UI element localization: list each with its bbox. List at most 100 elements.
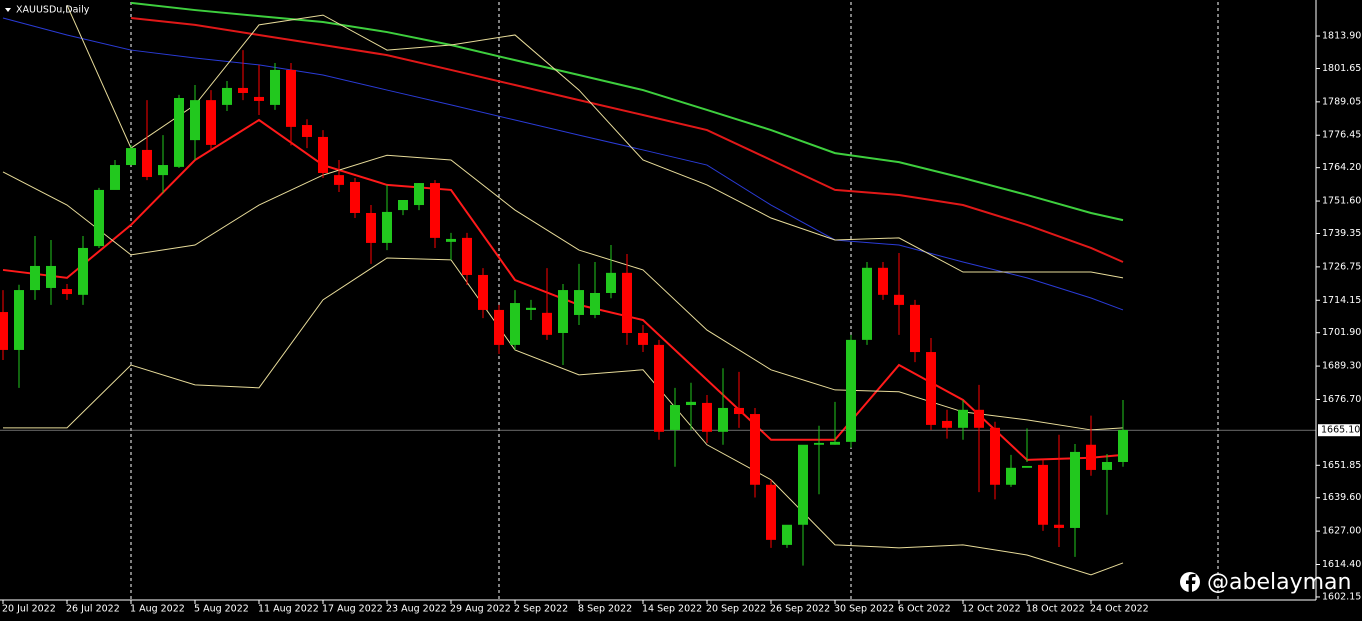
watermark: @abelayman [1180, 570, 1351, 595]
candle-body [974, 409, 984, 428]
y-tick-label: 1602.15 [1322, 591, 1361, 602]
candle-body [670, 405, 680, 430]
candle-body [238, 87, 248, 93]
indicator-line [2, 17, 1124, 311]
x-tick-label: 12 Oct 2022 [962, 604, 1021, 615]
candle-body [686, 401, 696, 406]
watermark-text: @abelayman [1207, 570, 1351, 595]
y-tick-label: 1789.05 [1322, 96, 1361, 107]
candle-body [526, 307, 536, 310]
candle-body [334, 175, 344, 185]
candle-body [0, 312, 8, 350]
y-tick-label: 1739.35 [1322, 228, 1361, 239]
candle-body [110, 165, 120, 190]
x-tick-label: 6 Oct 2022 [898, 604, 951, 615]
candle-body [814, 442, 824, 445]
indicator-line [66, 4, 1124, 279]
candle-body [398, 200, 408, 211]
candle-body [446, 238, 456, 242]
indicator-line [3, 257, 1124, 576]
candle-body [414, 183, 424, 206]
candle-body [718, 407, 728, 432]
candle-body [1070, 451, 1080, 528]
x-tick-label: 30 Sep 2022 [834, 604, 894, 615]
y-tick-label: 1714.15 [1322, 295, 1361, 306]
candle-body [590, 292, 600, 315]
y-tick-label: 1651.85 [1322, 460, 1361, 471]
candle-body [1118, 429, 1128, 462]
x-tick-label: 11 Aug 2022 [258, 604, 319, 615]
candle-body [62, 289, 72, 295]
y-tick-label: 1801.65 [1322, 63, 1361, 74]
candle-body [1102, 461, 1112, 470]
x-tick-label: 23 Aug 2022 [386, 604, 447, 615]
y-tick-label: 1701.90 [1322, 327, 1361, 338]
candle-body [462, 237, 472, 275]
candle-body [622, 272, 632, 333]
candle-body [30, 265, 40, 291]
y-tick-label: 1676.70 [1322, 394, 1361, 405]
candle-body [222, 87, 232, 105]
candle-body [878, 267, 888, 295]
candle-body [606, 272, 616, 293]
facebook-glyph [1186, 574, 1196, 592]
candle-body [382, 211, 392, 243]
candle-body [638, 332, 648, 345]
y-tick-label: 1764.20 [1322, 162, 1361, 173]
symbol-menu-arrow [5, 8, 11, 12]
candle-body [558, 290, 568, 333]
candle-body [894, 294, 904, 305]
candle-body [958, 409, 968, 428]
x-tick-label: 2 Sep 2022 [514, 604, 568, 615]
y-tick-label: 1639.60 [1322, 492, 1361, 503]
candle-body [158, 165, 168, 176]
last-price-label: 1665.10 [1321, 425, 1360, 436]
candle-body [510, 303, 520, 345]
y-tick-label: 1776.45 [1322, 130, 1361, 141]
candle-body [94, 189, 104, 247]
candle-body [494, 309, 504, 345]
candle-body [254, 96, 264, 101]
candle-body [942, 420, 952, 428]
candle-body [430, 183, 440, 238]
x-tick-label: 29 Aug 2022 [450, 604, 511, 615]
candle-body [654, 344, 664, 432]
candle-body [1022, 465, 1032, 468]
candle-body [782, 524, 792, 545]
candle-body [926, 352, 936, 425]
candle-body [798, 444, 808, 525]
y-tick-label: 1751.60 [1322, 196, 1361, 207]
candle-body [1006, 467, 1016, 485]
candle-body [990, 427, 1000, 485]
x-tick-label: 14 Sep 2022 [642, 604, 702, 615]
y-tick-label: 1813.90 [1322, 31, 1361, 42]
candle-body [126, 148, 136, 166]
candle-body [14, 290, 24, 350]
candle-body [46, 265, 56, 288]
candle-body [302, 125, 312, 137]
y-tick-label: 1627.00 [1322, 526, 1361, 537]
candle-body [350, 181, 360, 213]
x-tick-label: 20 Sep 2022 [706, 604, 766, 615]
candle-body [830, 441, 840, 445]
candle-body [78, 247, 88, 295]
last-price-box [1318, 424, 1360, 437]
indicator-line [130, 17, 1124, 263]
candle-body [1086, 444, 1096, 470]
x-tick-label: 5 Aug 2022 [194, 604, 249, 615]
x-tick-label: 24 Oct 2022 [1090, 604, 1149, 615]
x-tick-label: 8 Sep 2022 [578, 604, 632, 615]
x-tick-label: 18 Oct 2022 [1026, 604, 1085, 615]
plot-area [0, 1, 1316, 576]
candle-body [702, 402, 712, 432]
y-tick-label: 1726.75 [1322, 261, 1361, 272]
candle-body [1054, 524, 1064, 528]
x-tick-label: 26 Jul 2022 [66, 604, 120, 615]
x-tick-label: 1 Aug 2022 [130, 604, 185, 615]
x-tick-label: 17 Aug 2022 [322, 604, 383, 615]
candle-body [286, 69, 296, 127]
candle-body [318, 136, 328, 173]
candle-body [766, 484, 776, 540]
